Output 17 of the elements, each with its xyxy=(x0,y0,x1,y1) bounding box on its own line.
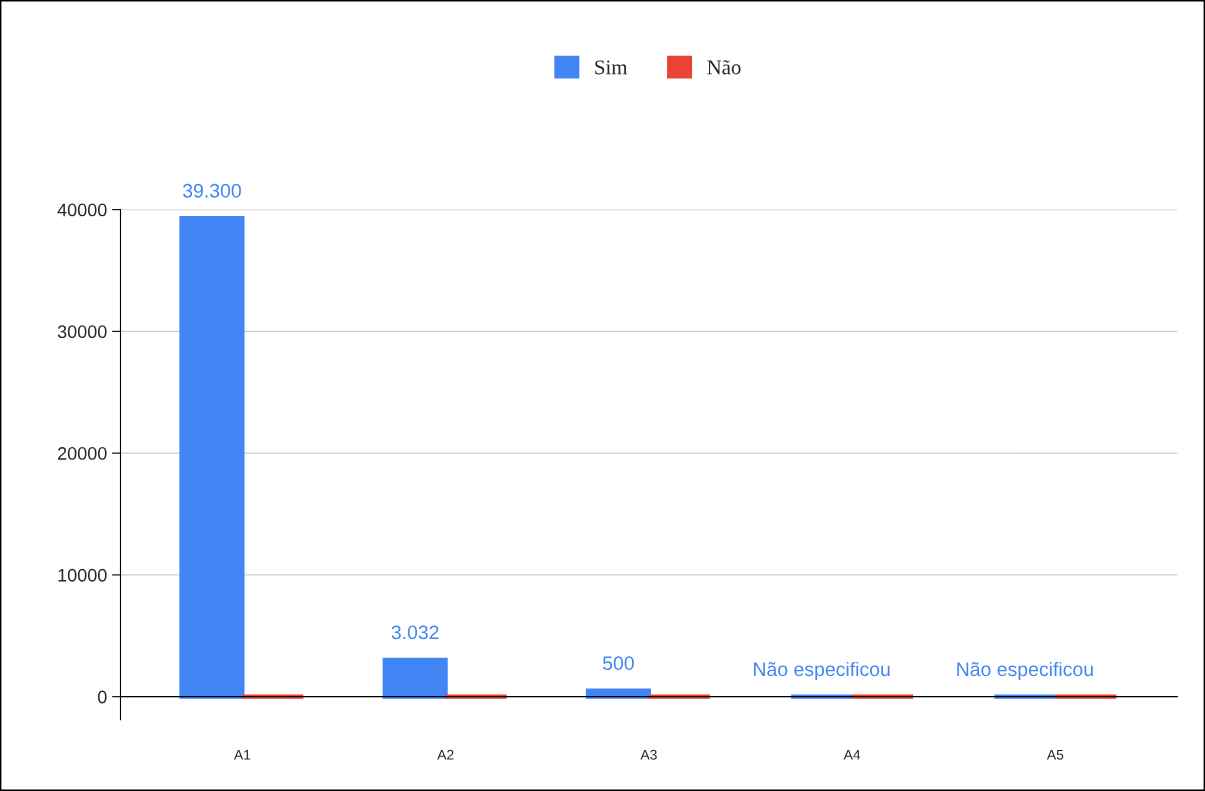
x-tick-label: A1 xyxy=(233,749,251,760)
x-tick-label: A3 xyxy=(640,749,657,760)
y-tick-label: 10000 xyxy=(58,568,107,582)
data-label: 500 xyxy=(602,656,634,671)
data-label: 39.300 xyxy=(182,183,241,198)
legend-label: Sim xyxy=(595,60,628,75)
y-tick-label: 20000 xyxy=(58,447,107,460)
legend-label: Não xyxy=(707,60,741,75)
y-tick-label: 0 xyxy=(97,690,107,704)
x-tick-label: A4 xyxy=(843,749,861,760)
x-tick-label: A5 xyxy=(1046,749,1064,760)
data-label: Não especificou xyxy=(754,661,890,681)
x-tick-label: A2 xyxy=(437,749,454,760)
data-label: Não especificou xyxy=(957,661,1093,681)
data-label: 3.032 xyxy=(391,625,439,640)
y-tick-label: 40000 xyxy=(57,203,107,217)
y-tick-label: 30000 xyxy=(57,325,107,339)
